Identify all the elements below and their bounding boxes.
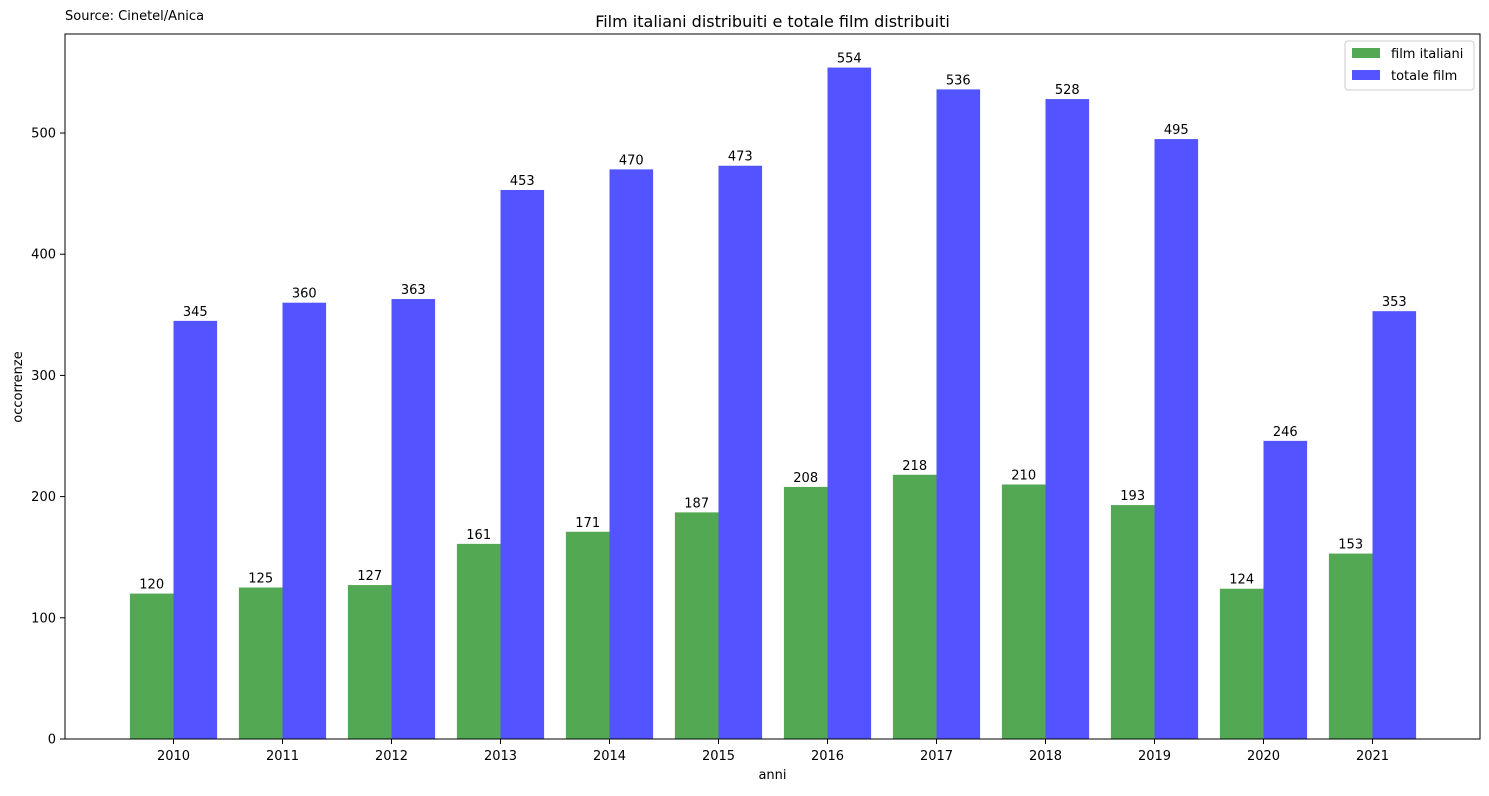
bar-film-italiani-2015 [674,512,719,739]
bar-totale-film-2021 [1372,311,1417,739]
data-label: 153 [1338,538,1363,553]
bar-totale-film-2017 [936,89,981,740]
bar-film-italiani-2016 [783,486,828,739]
bar-film-italiani-2013 [456,543,501,739]
data-label: 353 [1382,295,1407,310]
data-label: 495 [1164,123,1189,138]
x-tick-label: 2013 [484,749,517,764]
data-label: 345 [183,305,208,320]
bar-film-italiani-2012 [347,585,392,739]
bar-totale-film-2018 [1045,99,1090,739]
x-tick-label: 2016 [811,749,844,764]
data-label: 363 [401,283,426,298]
legend-swatch [1352,70,1380,80]
bar-totale-film-2011 [282,302,327,739]
bar-totale-film-2010 [173,320,218,739]
bar-film-italiani-2018 [1001,484,1046,739]
bar-totale-film-2015 [718,165,763,739]
x-tick-label: 2020 [1247,749,1280,764]
legend-label: totale film [1391,69,1457,84]
data-label: 187 [684,496,709,511]
data-label: 246 [1273,425,1298,440]
data-label: 210 [1011,468,1036,483]
bar-film-italiani-2021 [1328,553,1373,739]
bar-film-italiani-2019 [1110,505,1155,739]
chart-title: Film italiani distribuiti e totale film … [595,12,950,31]
data-label: 161 [466,528,491,543]
y-tick-label: 500 [31,127,56,142]
bar-film-italiani-2010 [129,593,174,739]
x-tick-label: 2021 [1356,749,1389,764]
x-axis-label: anni [758,768,786,783]
x-tick-label: 2019 [1138,749,1171,764]
legend-swatch [1352,48,1380,58]
bar-totale-film-2016 [827,67,872,740]
y-tick-label: 0 [48,733,56,748]
x-tick-label: 2012 [375,749,408,764]
plot-area: 120 125 127 161 171 187 208 218 210 193 124 153 345 3… [31,33,1481,764]
bar-totale-film-2020 [1263,440,1308,739]
data-label: 473 [728,150,753,165]
bar-totale-film-2019 [1154,139,1199,739]
data-label: 360 [292,287,317,302]
bar-totale-film-2012 [391,299,436,739]
data-label: 193 [1120,489,1145,504]
bar-totale-film-2014 [609,169,654,740]
x-tick-label: 2011 [266,749,299,764]
bar-film-italiani-2011 [238,587,283,739]
source-note: Source: Cinetel/Anica [65,9,204,24]
data-label: 125 [248,572,273,587]
x-tick-label: 2010 [157,749,190,764]
data-label: 171 [575,516,600,531]
y-tick-label: 100 [31,611,56,626]
x-tick-label: 2017 [920,749,953,764]
legend-label: film italiani [1391,47,1463,62]
y-tick-label: 300 [31,369,56,384]
plot-frame [64,33,1481,740]
bar-film-italiani-2014 [565,531,610,739]
legend: film italiani totale film [1344,40,1475,91]
bar-film-italiani-2017 [892,474,937,739]
x-tick-label: 2018 [1029,749,1062,764]
x-tick-label: 2015 [702,749,735,764]
data-label: 528 [1055,83,1080,98]
data-label: 127 [357,569,382,584]
x-tick-label: 2014 [593,749,626,764]
data-label: 554 [837,52,862,67]
data-label: 124 [1229,573,1254,588]
data-label: 208 [793,471,818,486]
data-label: 120 [139,578,164,593]
y-tick-label: 400 [31,248,56,263]
y-axis-label: occorrenze [11,351,26,422]
bar-film-italiani-2020 [1219,588,1264,739]
bar-totale-film-2013 [500,189,545,740]
y-tick-label: 200 [31,490,56,505]
data-label: 218 [902,459,927,474]
data-label: 536 [946,73,971,88]
data-label: 470 [619,153,644,168]
data-label: 453 [510,174,535,189]
